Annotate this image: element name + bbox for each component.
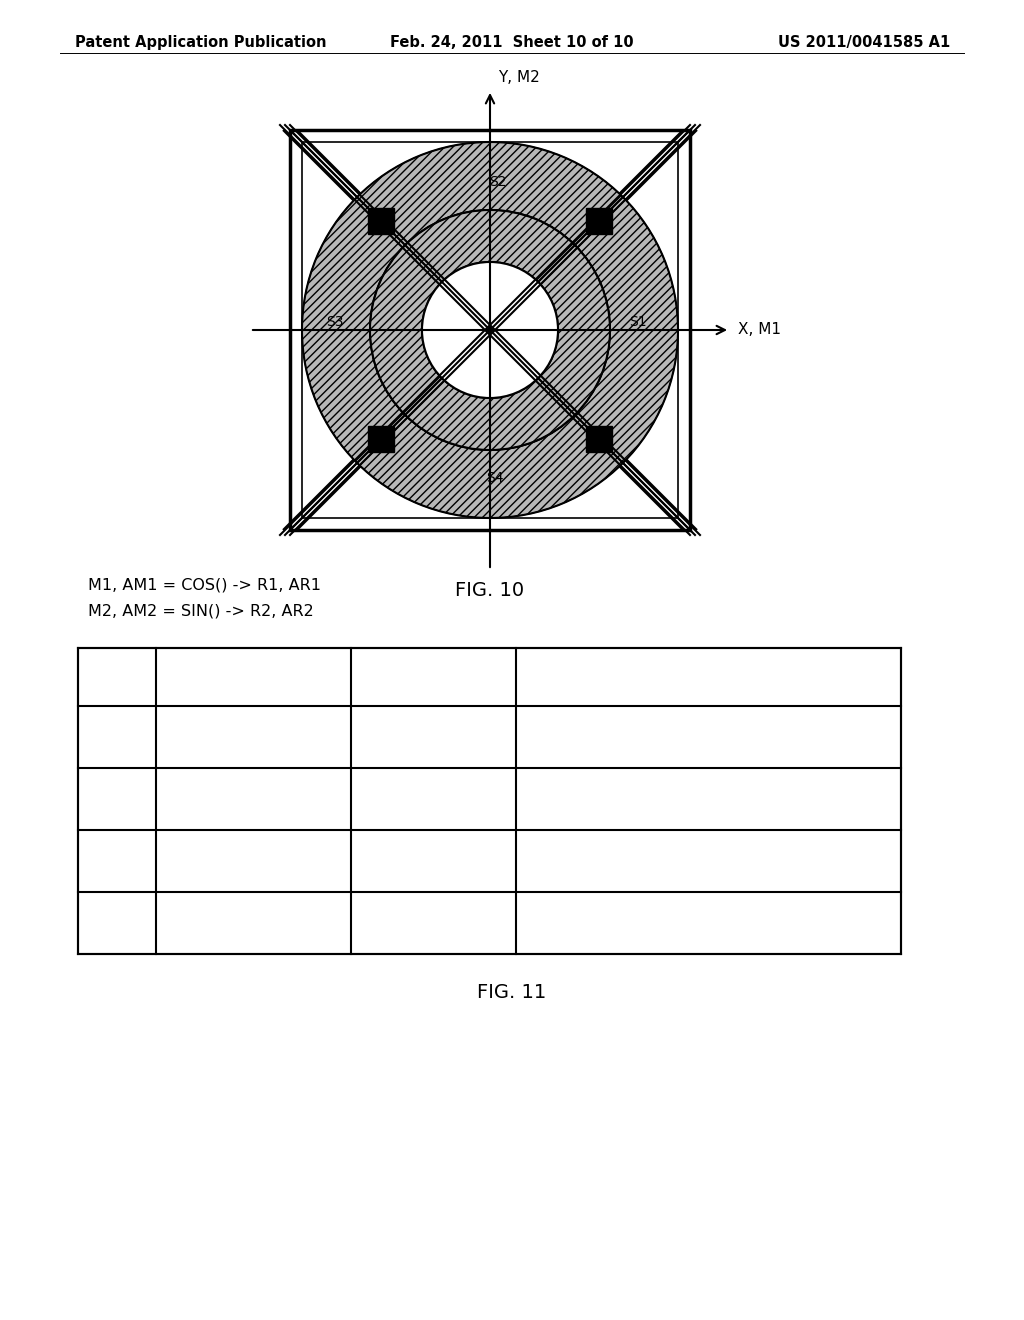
Text: S2: S2 (489, 176, 507, 189)
Text: S4: S4 (108, 916, 126, 931)
Text: FIG. 10: FIG. 10 (456, 581, 524, 599)
Text: Feb. 24, 2011  Sheet 10 of 10: Feb. 24, 2011 Sheet 10 of 10 (390, 36, 634, 50)
Text: AR1 kleiner als unterer
Erwartungswert: AR1 kleiner als unterer Erwartungswert (624, 907, 793, 940)
Text: Sektor: Sektor (93, 669, 141, 685)
Text: Patent Application Publication: Patent Application Publication (75, 36, 327, 50)
Text: AR2 größer als oberer
Erwartungswert: AR2 größer als oberer Erwartungswert (629, 721, 788, 754)
Wedge shape (302, 143, 678, 517)
Polygon shape (586, 209, 612, 234)
Text: S2: S2 (108, 792, 126, 807)
Text: R2: R2 (424, 792, 443, 807)
Polygon shape (368, 426, 394, 451)
Text: zu prüfendes
Rechtecksignal: zu prüfendes Rechtecksignal (378, 660, 488, 694)
Text: US 2011/0041585 A1: US 2011/0041585 A1 (778, 36, 950, 50)
Text: S1: S1 (108, 730, 126, 744)
Text: S3: S3 (108, 854, 126, 869)
Text: Verhältnis
Amplitudenwerte: Verhältnis Amplitudenwerte (190, 660, 316, 694)
Text: R3: R3 (424, 854, 443, 869)
Text: S1: S1 (629, 315, 647, 329)
Text: AR1 größer als oberer
Erwartungswert: AR1 größer als oberer Erwartungswert (629, 783, 788, 816)
Wedge shape (370, 210, 610, 450)
Text: M1, AM1 = COS() -> R1, AR1: M1, AM1 = COS() -> R1, AR1 (88, 578, 321, 593)
Text: S3: S3 (327, 315, 344, 329)
Polygon shape (78, 648, 901, 954)
Text: R1: R1 (424, 730, 443, 744)
Text: X, M1: X, M1 (738, 322, 781, 338)
Circle shape (422, 261, 558, 399)
Circle shape (302, 143, 678, 517)
Text: |AM2| < -|AM1|: |AM2| < -|AM1| (199, 853, 309, 869)
Text: |AM1| < -|AM2|: |AM1| < -|AM2| (199, 915, 309, 931)
Text: |AM2| < AM1: |AM2| < AM1 (206, 729, 301, 744)
Text: AR2 kleiner als unterer
Erwartungswert: AR2 kleiner als unterer Erwartungswert (624, 845, 793, 878)
Text: Y, M2: Y, M2 (498, 70, 540, 84)
Polygon shape (368, 209, 394, 234)
Text: Prüfung: Prüfung (680, 669, 737, 685)
Text: M2, AM2 = SIN() -> R2, AR2: M2, AM2 = SIN() -> R2, AR2 (88, 603, 313, 618)
Text: R4: R4 (424, 916, 443, 931)
Polygon shape (586, 426, 612, 451)
Text: FIG. 11: FIG. 11 (477, 982, 547, 1002)
Circle shape (370, 210, 610, 450)
Text: |AM1| < AM2: |AM1| < AM2 (206, 791, 301, 807)
Polygon shape (290, 129, 690, 531)
Text: S4: S4 (486, 471, 504, 484)
